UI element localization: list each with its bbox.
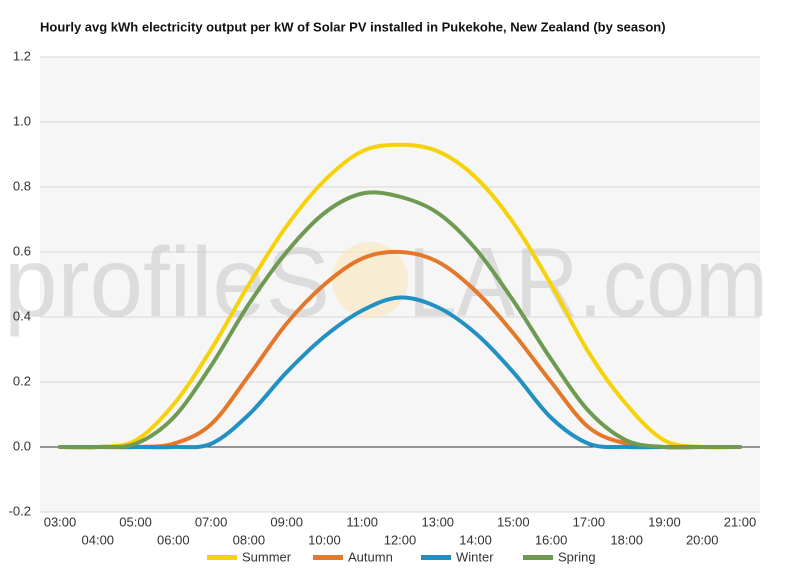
x-tick-label: 16:00	[535, 532, 568, 547]
y-tick-label: 0.8	[13, 178, 31, 193]
x-tick-label: 12:00	[384, 532, 417, 547]
y-tick-label: 0.2	[13, 373, 31, 388]
x-tick-label: 09:00	[270, 514, 303, 529]
y-tick-label: 0.6	[13, 243, 31, 258]
x-tick-label: 19:00	[648, 514, 681, 529]
x-tick-label: 14:00	[459, 532, 492, 547]
x-tick-label: 11:00	[346, 514, 378, 529]
legend-swatch	[313, 555, 343, 560]
legend-swatch	[207, 555, 237, 560]
x-tick-label: 05:00	[119, 514, 152, 529]
series-line	[58, 249, 742, 450]
x-tick-label: 03:00	[44, 514, 77, 529]
legend-label: Winter	[456, 549, 494, 564]
legend-swatch	[421, 555, 451, 560]
x-tick-label: 13:00	[422, 514, 455, 529]
legend-swatch	[523, 555, 553, 560]
series-line	[58, 295, 742, 450]
y-tick-label: 1.2	[13, 48, 31, 63]
series-line	[58, 190, 742, 450]
legend-label: Summer	[242, 549, 292, 564]
x-tick-label: 06:00	[157, 532, 190, 547]
x-tick-label: 08:00	[233, 532, 266, 547]
x-tick-label: 18:00	[610, 532, 643, 547]
x-tick-label: 21:00	[724, 514, 757, 529]
x-tick-label: 07:00	[195, 514, 228, 529]
legend-label: Spring	[558, 549, 596, 564]
chart-title: Hourly avg kWh electricity output per kW…	[40, 19, 666, 34]
y-tick-label: 0.4	[13, 308, 31, 323]
legend-label: Autumn	[348, 549, 393, 564]
x-tick-label: 17:00	[573, 514, 606, 529]
watermark-text: profileS	[4, 227, 330, 337]
y-tick-label: 1.0	[13, 113, 31, 128]
x-tick-label: 10:00	[308, 532, 341, 547]
x-tick-label: 15:00	[497, 514, 530, 529]
series-line	[58, 142, 742, 450]
x-tick-label: 04:00	[82, 532, 115, 547]
x-tick-label: 20:00	[686, 532, 719, 547]
y-tick-label: -0.2	[9, 503, 31, 518]
y-tick-label: 0.0	[13, 438, 31, 453]
